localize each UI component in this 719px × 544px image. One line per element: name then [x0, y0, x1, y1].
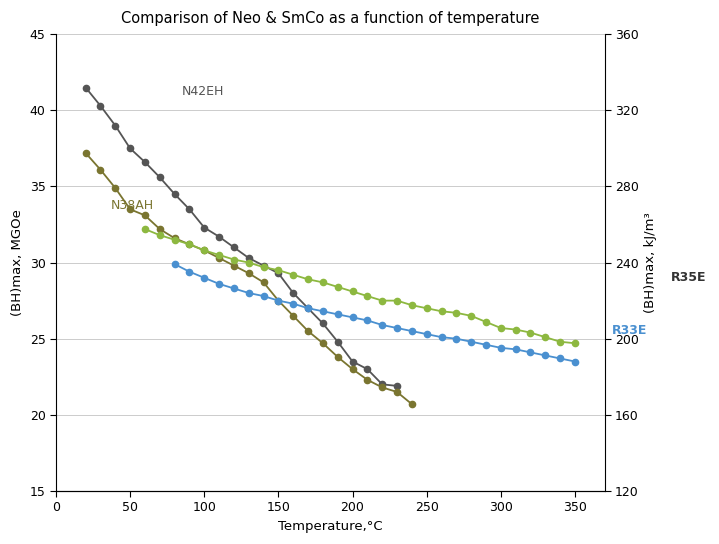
- Title: Comparison of Neo & SmCo as a function of temperature: Comparison of Neo & SmCo as a function o…: [121, 11, 539, 26]
- Text: N42EH: N42EH: [182, 85, 224, 98]
- Y-axis label: (BH)max, MGOe: (BH)max, MGOe: [11, 209, 24, 316]
- Text: R33E: R33E: [612, 324, 647, 337]
- X-axis label: Temperature,°C: Temperature,°C: [278, 520, 383, 533]
- Text: R35E: R35E: [672, 271, 707, 284]
- Text: N38AH: N38AH: [111, 199, 154, 212]
- Y-axis label: (BH)max, kJ/m³: (BH)max, kJ/m³: [644, 212, 657, 313]
